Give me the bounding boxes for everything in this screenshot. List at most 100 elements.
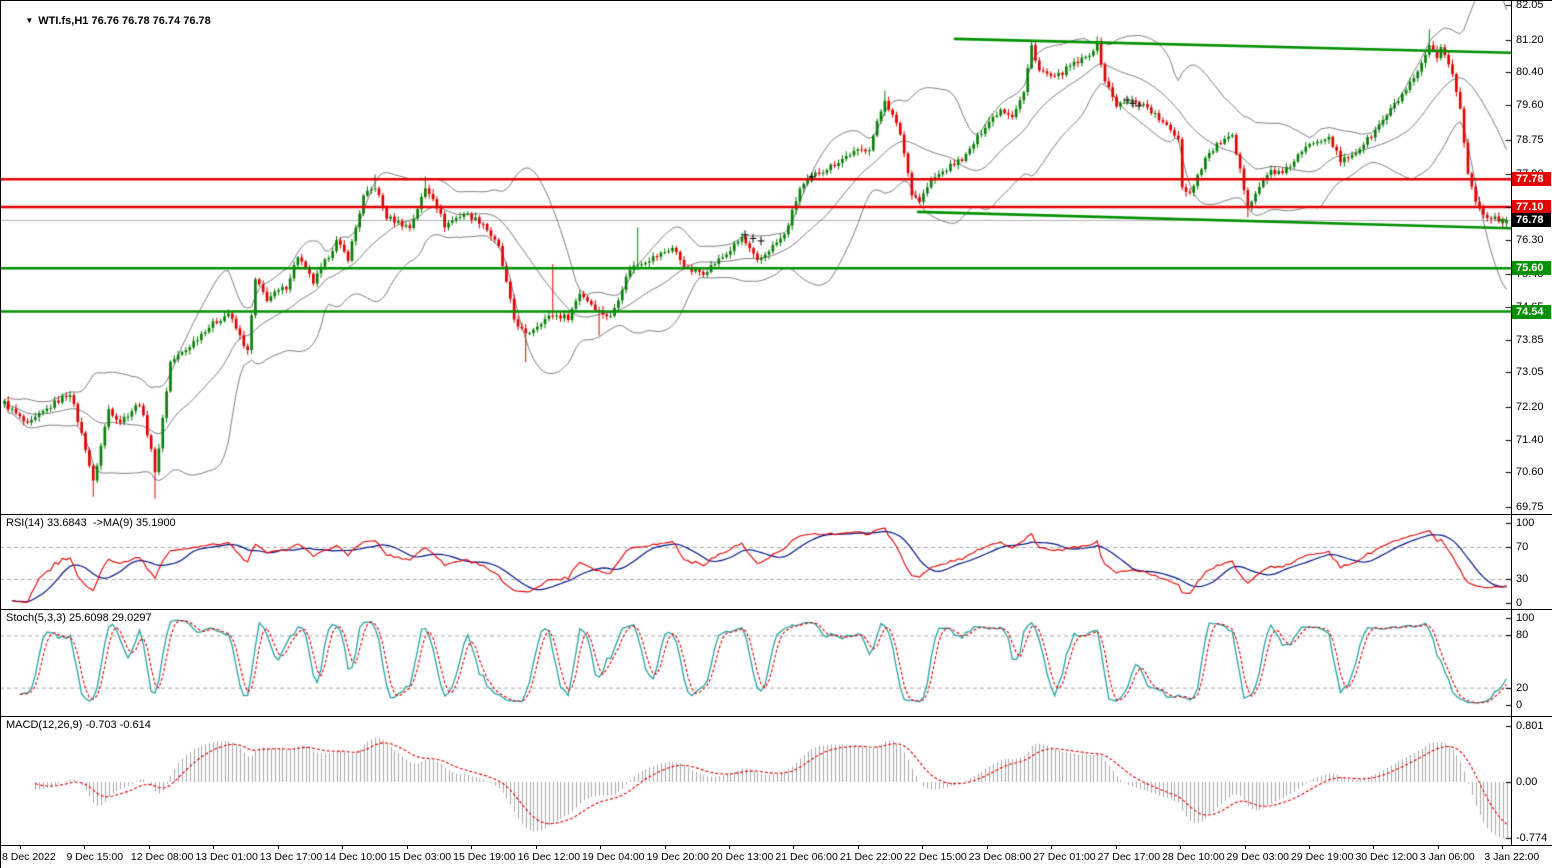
resistance-price-badge[interactable]: 77.10	[1512, 200, 1551, 215]
time-axis-label: 14 Dec 10:00	[324, 851, 387, 863]
time-axis-label: 29 Dec 03:00	[1226, 851, 1290, 863]
support-price-badge[interactable]: 75.60	[1512, 261, 1551, 276]
stochastic-panel: Stoch(5,3,3) 25.6098 29.0297	[0, 610, 1511, 716]
time-axis-tick	[277, 846, 279, 849]
rsi-label: RSI(14) 33.6843 ->MA(9) 35.1900	[6, 517, 176, 529]
time-axis-tick	[471, 846, 473, 849]
time-axis-label: 29 Dec 19:00	[1291, 851, 1354, 863]
time-axis-label: 9 Dec 15:00	[66, 851, 124, 863]
left-border	[0, 0, 1, 868]
rsi-axis-tick-label: 30	[1516, 573, 1529, 585]
price-axis-tick-label: 81.20	[1516, 33, 1544, 46]
price-axis-tick-label: 82.05	[1516, 0, 1544, 11]
time-axis-tick	[664, 846, 666, 849]
time-axis-label: 15 Dec 19:00	[453, 851, 516, 863]
stoch-axis-tick-label: 80	[1516, 629, 1529, 642]
macd-axis-tick-label: 0.00	[1516, 776, 1538, 788]
rsi-panel: RSI(14) 33.6843 ->MA(9) 35.1900	[0, 515, 1511, 609]
time-axis-label: 23 Dec 08:00	[968, 851, 1032, 863]
time-axis-label: 19 Dec 20:00	[646, 851, 709, 863]
rsi-axis-tick-label: 100	[1516, 517, 1535, 529]
main-price-panel: ▼ WTI.fs,H1 76.76 76.78 76.74 76.78	[0, 0, 1511, 514]
time-axis-tick	[84, 846, 86, 849]
time-axis-label: 21 Dec 06:00	[775, 851, 838, 863]
time-axis-label: 3 Jan 22:00	[1484, 851, 1540, 863]
chart-title: ▼ WTI.fs,H1 76.76 76.78 76.74 76.78	[7, 3, 211, 39]
macd-label: MACD(12,26,9) -0.703 -0.614	[6, 719, 151, 731]
price-axis-tick-label: 76.30	[1516, 233, 1544, 246]
time-axis-tick	[1309, 846, 1310, 849]
time-axis-tick	[535, 846, 537, 849]
time-axis-tick	[1115, 846, 1117, 849]
price-axis-tick-label: 73.85	[1516, 333, 1544, 346]
time-axis-tick	[986, 846, 988, 849]
time-axis-label: 27 Dec 01:00	[1033, 851, 1096, 863]
time-axis-label: 16 Dec 12:00	[517, 851, 581, 863]
time-axis-tick	[342, 846, 344, 849]
time-axis-label: 12 Dec 08:00	[130, 851, 194, 863]
price-axis-tick-label: 80.40	[1516, 66, 1544, 79]
time-axis-label: 30 Dec 12:00	[1355, 851, 1418, 863]
time-axis-tick	[1373, 846, 1375, 849]
price-axis-tick-label: 79.60	[1516, 98, 1544, 111]
time-axis-tick	[728, 846, 730, 849]
time-axis-tick	[793, 846, 795, 849]
time-axis-tick	[1244, 846, 1246, 849]
time-axis-label: 27 Dec 17:00	[1097, 851, 1161, 863]
time-axis-tick	[1180, 846, 1182, 849]
top-border	[0, 0, 1552, 1]
time-axis-tick	[148, 846, 150, 849]
stoch-macd-separator[interactable]	[0, 716, 1552, 717]
rsi-axis-tick-label: 70	[1516, 541, 1529, 553]
time-axis-tick	[406, 846, 408, 849]
time-axis-tick	[20, 846, 21, 849]
symbol-dropdown-icon[interactable]: ▼	[25, 16, 34, 25]
rsi-stoch-separator[interactable]	[0, 609, 1552, 610]
macd-axis-tick-label: 0.801	[1516, 720, 1544, 732]
time-axis-label: 13 Dec 01:00	[195, 851, 258, 863]
ohlc-values: 76.76 76.78 76.74 76.78	[91, 15, 211, 27]
time-axis-tick	[1051, 846, 1053, 849]
macd-timeaxis-separator	[0, 845, 1552, 846]
price-axis-tick-label: 71.40	[1516, 433, 1544, 446]
stoch-axis-tick-label: 100	[1516, 612, 1535, 624]
stoch-axis-tick-label: 0	[1516, 699, 1523, 711]
time-axis-label: 13 Dec 17:00	[259, 851, 323, 863]
time-axis-label: 21 Dec 22:00	[839, 851, 903, 863]
time-axis-tick	[857, 846, 859, 849]
time-axis-label: 3 Jan 06:00	[1419, 851, 1475, 863]
price-axis-tick-label: 72.20	[1516, 401, 1544, 413]
time-axis-tick	[922, 846, 924, 849]
macd-panel: MACD(12,26,9) -0.703 -0.614	[0, 717, 1511, 845]
time-axis-tick	[213, 846, 215, 849]
price-axis[interactable]: 82.0581.2080.4079.6078.7577.9077.1076.30…	[1512, 0, 1552, 868]
price-axis-tick-label: 69.75	[1516, 501, 1544, 513]
time-axis-label: 8 Dec 2022	[2, 851, 56, 863]
price-axis-border	[1511, 0, 1512, 845]
price-axis-tick-label: 70.60	[1516, 466, 1544, 479]
stoch-axis-tick-label: 20	[1516, 681, 1529, 694]
time-axis-tick	[1502, 846, 1504, 849]
symbol-timeframe-label: WTI.fs,H1	[38, 15, 89, 27]
time-axis-label: 22 Dec 15:00	[904, 851, 967, 863]
time-axis-tick	[1437, 846, 1439, 849]
macd-axis-tick-label: -0.774	[1516, 832, 1548, 844]
time-axis-tick	[600, 846, 602, 849]
time-axis[interactable]: 8 Dec 2022 9 Dec 15:00 12 Dec 08:00 13 Dec …	[0, 846, 1552, 868]
resistance-price-badge[interactable]: 77.78	[1512, 172, 1551, 187]
rsi-axis-tick-label: 0	[1516, 597, 1523, 609]
price-axis-tick-label: 73.05	[1516, 366, 1544, 379]
stochastic-label: Stoch(5,3,3) 25.6098 29.0297	[6, 612, 152, 624]
time-axis-label: 20 Dec 13:00	[710, 851, 774, 863]
price-chart-canvas[interactable]	[0, 0, 1511, 514]
current-price-badge: 76.78	[1512, 213, 1551, 228]
support-price-badge[interactable]: 74.54	[1512, 304, 1551, 319]
main-rsi-separator[interactable]	[0, 514, 1552, 515]
price-axis-tick-label: 78.75	[1516, 133, 1544, 146]
stochastic-canvas[interactable]	[0, 610, 1511, 716]
rsi-canvas[interactable]	[0, 515, 1511, 609]
time-axis-label: 19 Dec 04:00	[582, 851, 645, 863]
time-axis-label: 15 Dec 03:00	[388, 851, 452, 863]
macd-canvas[interactable]	[0, 717, 1511, 845]
